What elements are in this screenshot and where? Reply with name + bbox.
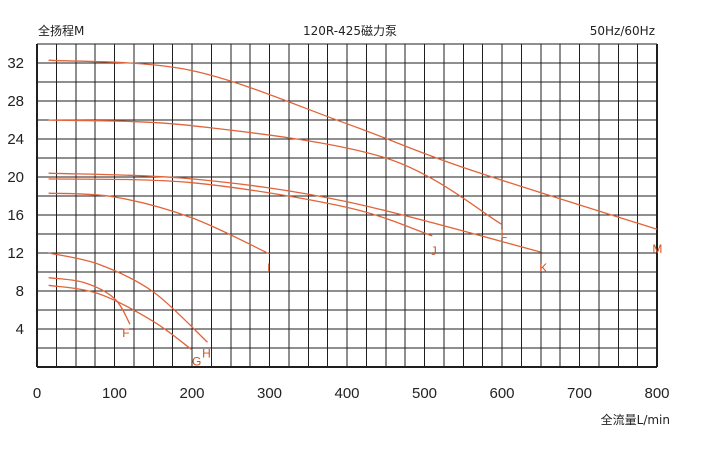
y-tick-label: 12 [7, 245, 24, 262]
series-curve-i [48, 192, 270, 255]
series-label-l: L [500, 227, 507, 241]
y-axis-label: 全扬程M [38, 23, 84, 38]
y-tick-label: 28 [7, 93, 24, 110]
series-label-h: H [202, 347, 211, 361]
series-curve-m [48, 59, 658, 230]
y-tick-label: 4 [16, 321, 24, 338]
frequency-label: 50Hz/60Hz [590, 24, 655, 38]
series-curve-f [48, 277, 131, 325]
x-tick-label: 0 [33, 385, 41, 402]
grid [36, 43, 658, 368]
series-curves [48, 59, 658, 351]
y-tick-label: 8 [16, 283, 24, 300]
series-labels: F GH I J K L M [122, 227, 662, 368]
x-tick-label: 600 [489, 385, 514, 402]
series-curve-l [48, 119, 503, 226]
tick-labels: 0 100 200 300 400 500 600 700 800 4 8 12 16 20 24 28 32 [7, 55, 669, 402]
series-label-g: G [192, 354, 201, 368]
y-tick-label: 24 [7, 131, 24, 148]
series-label-k: K [539, 261, 547, 275]
x-tick-label: 700 [567, 385, 592, 402]
x-tick-label: 300 [257, 385, 282, 402]
series-curve-g [48, 284, 193, 351]
y-tick-label: 20 [7, 169, 24, 186]
series-label-j: J [431, 244, 437, 258]
series-label-m: M [652, 242, 662, 256]
x-tick-label: 400 [334, 385, 359, 402]
series-curve-k [48, 172, 541, 253]
series-curve-h [48, 252, 208, 343]
y-tick-label: 32 [7, 55, 24, 72]
x-tick-label: 100 [102, 385, 127, 402]
series-label-i: I [267, 261, 270, 275]
x-tick-label: 800 [644, 385, 669, 402]
x-tick-label: 500 [412, 385, 437, 402]
chart-title: 120R-425磁力泵 [303, 23, 397, 38]
x-axis-label: 全流量L/min [601, 412, 670, 427]
series-curve-j [48, 178, 433, 237]
x-tick-label: 200 [179, 385, 204, 402]
series-label-f: F [122, 326, 129, 340]
y-tick-label: 16 [7, 207, 24, 224]
